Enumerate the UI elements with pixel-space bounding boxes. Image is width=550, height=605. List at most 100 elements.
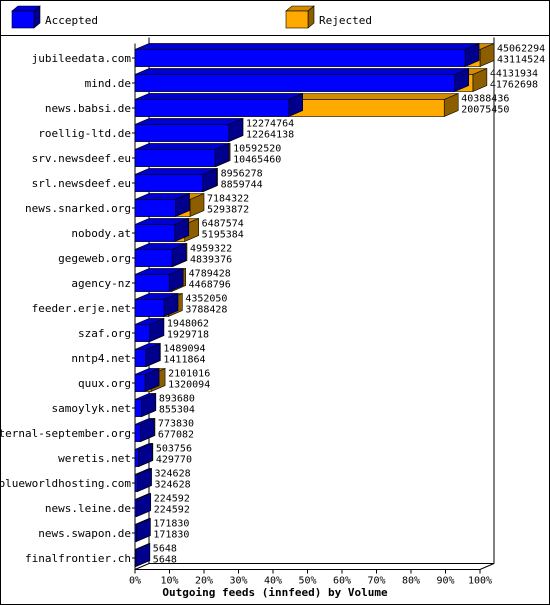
category-label: news.babsi.de — [45, 102, 131, 115]
bar-accepted — [134, 368, 160, 392]
data-label-accepted: 677082 — [158, 430, 194, 441]
bar-accepted — [134, 543, 151, 567]
data-label-rejected: 224592 — [154, 494, 190, 505]
data-label-accepted: 10465460 — [233, 155, 281, 166]
data-label-accepted: 224592 — [154, 505, 190, 516]
data-label-rejected: 40388436 — [461, 94, 509, 105]
data-label-accepted: 324628 — [154, 480, 190, 491]
data-label-rejected: 44131934 — [490, 69, 538, 80]
bar-accepted — [134, 468, 152, 492]
data-label-rejected: 5648 — [153, 544, 177, 555]
x-tick-label: 0% — [129, 576, 141, 587]
bar-accepted — [134, 243, 187, 267]
bar-accepted — [134, 68, 470, 92]
data-label-rejected: 6487574 — [202, 219, 244, 230]
data-label-rejected: 45062294 — [497, 44, 545, 55]
bar-accepted — [134, 93, 303, 117]
bar-accepted — [134, 293, 179, 317]
x-tick-label: 90% — [436, 576, 454, 587]
category-label: samoylyk.net — [52, 402, 131, 415]
bar-accepted — [134, 418, 155, 442]
x-tick-label: 30% — [229, 576, 247, 587]
bar-accepted — [134, 118, 244, 142]
data-label-rejected: 4959322 — [190, 244, 232, 255]
data-label-accepted: 429770 — [156, 455, 192, 466]
data-label-rejected: 171830 — [153, 519, 189, 530]
category-label: roellig-ltd.de — [38, 127, 131, 140]
legend-swatch-accepted — [11, 5, 41, 29]
data-label-rejected: 893680 — [159, 394, 195, 405]
x-tick-label: 60% — [333, 576, 351, 587]
data-label-accepted: 855304 — [159, 405, 195, 416]
category-label: jubileedata.com — [32, 52, 132, 65]
category-label: srl.newsdeef.eu — [32, 177, 131, 190]
data-label-rejected: 8956278 — [221, 169, 263, 180]
x-tick-label: 80% — [402, 576, 420, 587]
category-label: news.snarked.org — [25, 202, 131, 215]
data-label-accepted: 171830 — [153, 530, 189, 541]
data-label-rejected: 1948062 — [167, 319, 209, 330]
bar-accepted — [134, 218, 190, 242]
bar-accepted — [134, 43, 480, 67]
bar-accepted — [134, 193, 190, 217]
bar-accepted — [134, 343, 161, 367]
data-label-rejected: 1489094 — [163, 344, 205, 355]
data-label-rejected: 503756 — [156, 444, 192, 455]
x-tick-label: 70% — [367, 576, 385, 587]
bar-accepted — [134, 493, 152, 517]
data-label-accepted: 5648 — [153, 555, 177, 566]
axis-floor — [134, 563, 495, 570]
data-label-accepted: 1320094 — [168, 380, 210, 391]
data-label-accepted: 1929718 — [167, 330, 209, 341]
category-label: mind.de — [85, 77, 131, 90]
category-label: agency-nz — [71, 277, 131, 290]
data-label-accepted: 43114524 — [497, 55, 545, 66]
bar-accepted — [134, 268, 184, 292]
legend-label-accepted: Accepted — [45, 14, 98, 27]
data-label-accepted: 1411864 — [163, 355, 205, 366]
bar-accepted — [134, 168, 218, 192]
x-tick-label: 100% — [468, 576, 492, 587]
data-label-rejected: 324628 — [154, 469, 190, 480]
data-label-rejected: 4789428 — [189, 269, 231, 280]
x-tick-label: 10% — [160, 576, 178, 587]
category-label: weretis.net — [58, 452, 131, 465]
x-tick-label: 40% — [264, 576, 282, 587]
data-label-accepted: 5195384 — [202, 230, 244, 241]
category-label: finalfrontier.ch — [25, 552, 131, 565]
data-label-rejected: 7184322 — [207, 194, 249, 205]
data-label-rejected: 2101016 — [168, 369, 210, 380]
category-label: news.swapon.de — [38, 527, 131, 540]
data-label-accepted: 4839376 — [190, 255, 232, 266]
category-label: blueworldhosting.com — [0, 477, 131, 490]
bar-accepted — [134, 518, 151, 542]
legend: Accepted Rejected — [11, 5, 372, 29]
bar-accepted — [134, 393, 156, 417]
data-label-rejected: 773830 — [158, 419, 194, 430]
data-label-rejected: 10592520 — [233, 144, 281, 155]
data-label-accepted: 12264138 — [246, 130, 294, 141]
category-label: feeder.erje.net — [32, 302, 131, 315]
data-label-accepted: 5293872 — [207, 205, 249, 216]
x-tick-label: 50% — [298, 576, 316, 587]
data-label-accepted: 20075450 — [461, 105, 509, 116]
